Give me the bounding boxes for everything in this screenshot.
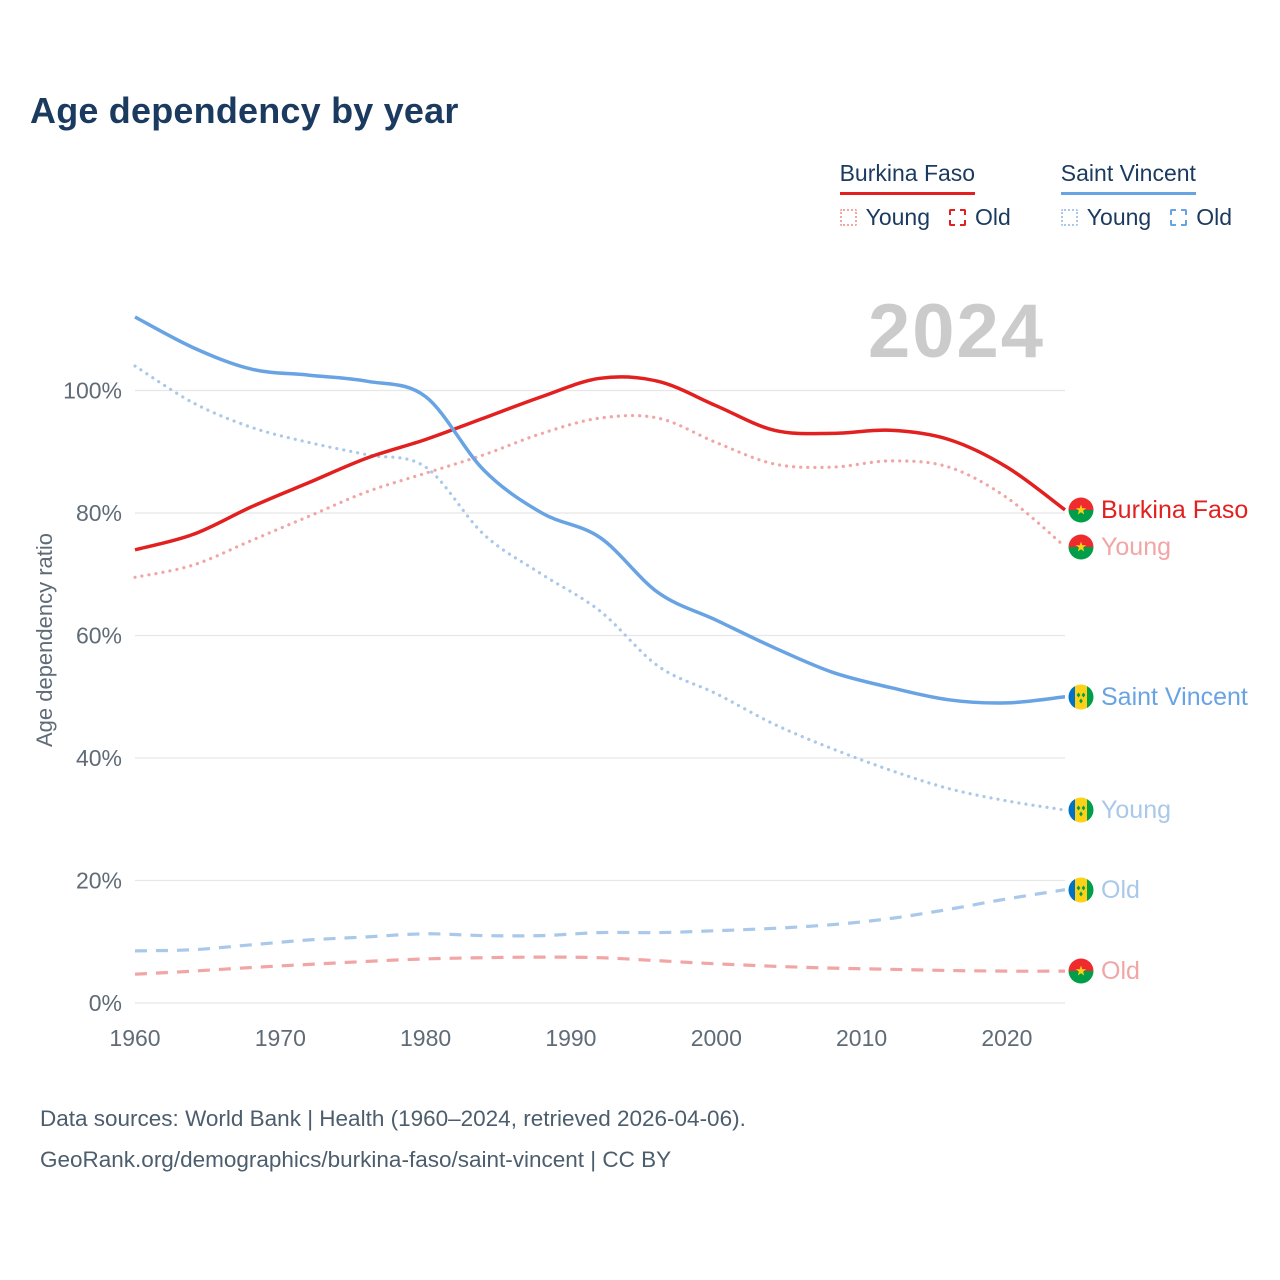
legend-group-burkina-faso: Burkina Faso Young Old [839,160,1021,231]
legend: Burkina Faso Young Old Saint Vincent You… [839,160,1242,231]
gridlines: 0% 20% 40% 60% 80% 100% [63,378,1065,1016]
end-label-text: Old [1101,956,1140,985]
end-label-saint-vincent-young: Young [1068,796,1171,824]
flag-saint-vincent-icon [1068,684,1094,710]
legend-young-swatch-icon [1060,209,1078,226]
series-line-saint-vincent-old [134,888,1066,953]
x-tick-label: 1990 [545,1025,596,1051]
legend-young-swatch-icon [839,209,857,226]
end-label-text: Saint Vincent [1101,682,1248,711]
series-line-burkina-faso-young [133,413,1067,579]
flag-burkina-faso-icon [1068,497,1094,523]
end-label-burkina-faso-total: Burkina Faso [1068,496,1248,524]
y-tick-label: 100% [63,378,122,404]
page-title: Age dependency by year [30,90,459,131]
end-label-burkina-faso-old: Old [1068,957,1140,985]
legend-old-swatch-icon [1170,209,1188,226]
flag-burkina-faso-icon [1068,534,1094,560]
y-tick-label: 60% [76,623,122,649]
footer-attribution: GeoRank.org/demographics/burkina-faso/sa… [40,1147,672,1172]
end-label-burkina-faso-young: Young [1068,533,1171,561]
footer-sources: Data sources: World Bank | Health (1960–… [40,1106,746,1131]
legend-group-title: Burkina Faso [839,160,976,195]
legend-old-swatch-icon [949,209,966,226]
y-tick-label: 40% [76,745,122,771]
x-tick-label: 1970 [255,1025,306,1051]
end-label-text: Young [1101,795,1171,824]
series-line-saint-vincent-young [133,364,1067,812]
flag-saint-vincent-icon [1068,797,1094,823]
y-tick-label: 80% [76,500,122,526]
end-label-saint-vincent-old: Old [1068,876,1140,904]
legend-young-label: Young [865,204,930,230]
legend-old-label: Old [975,204,1011,230]
watermark-year: 2024 [868,289,1046,374]
x-tick-label: 2000 [691,1025,742,1051]
legend-young-label: Young [1086,204,1152,230]
legend-group-saint-vincent: Saint Vincent Young Old [1060,160,1242,231]
series-line-saint-vincent-total [134,315,1066,705]
y-tick-label: 20% [76,868,122,894]
series-line-burkina-faso-total [134,375,1067,552]
flag-saint-vincent-icon [1068,877,1094,903]
legend-items: Young Old [839,204,1021,231]
flag-burkina-faso-icon [1068,958,1094,984]
y-tick-label: 0% [89,990,122,1016]
x-tick-label: 1960 [109,1025,160,1051]
legend-items: Young Old [1060,204,1242,231]
y-axis-title: Age dependency ratio [32,532,57,748]
x-tick-label: 1980 [400,1025,451,1051]
x-tick-label: 2020 [981,1025,1032,1051]
end-label-saint-vincent-total: Saint Vincent [1068,683,1248,711]
x-tick-label: 2010 [836,1025,887,1051]
series-line-burkina-faso-old [134,955,1066,976]
legend-old-label: Old [1196,204,1232,230]
end-label-text: Burkina Faso [1101,495,1249,524]
legend-group-title: Saint Vincent [1060,160,1196,195]
end-label-text: Young [1101,532,1171,561]
footer: Data sources: World Bank | Health (1960–… [40,1098,746,1180]
end-label-text: Old [1101,875,1140,904]
